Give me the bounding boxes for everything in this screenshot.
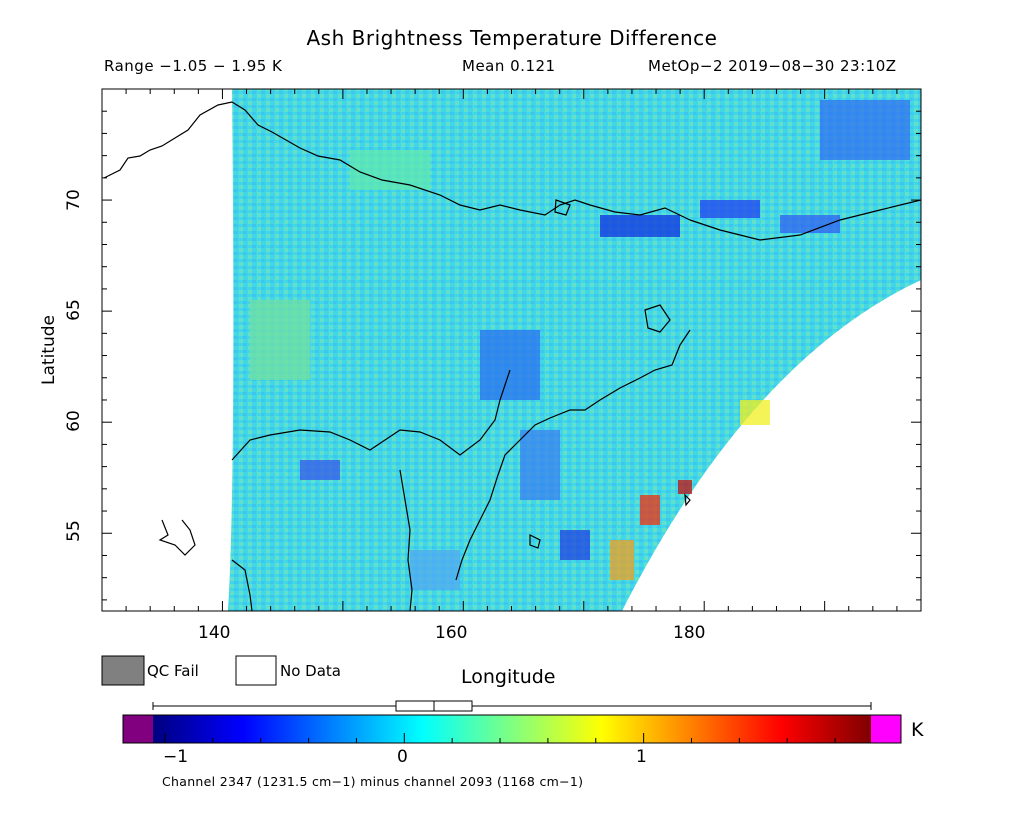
- satellite-time-label: MetOp−2 2019−08−30 23:10Z: [648, 57, 897, 75]
- signal-patch: [640, 495, 660, 525]
- ash-signal-patches: [250, 100, 910, 590]
- range-label: Range −1.05 − 1.95 K: [104, 57, 283, 75]
- channel-footnote: Channel 2347 (1231.5 cm−1) minus channel…: [162, 774, 584, 789]
- y-tick-70: 70: [63, 189, 84, 211]
- x-tick-180: 180: [673, 623, 706, 643]
- signal-patch: [350, 150, 430, 190]
- colorbar-under: [123, 715, 153, 743]
- data-swath: [228, 89, 921, 611]
- colorbar-tick-1: 1: [636, 747, 647, 767]
- mean-label: Mean 0.121: [462, 57, 556, 75]
- chart-title: Ash Brightness Temperature Difference: [306, 26, 718, 50]
- signal-patch: [560, 530, 590, 560]
- signal-patch: [610, 540, 634, 580]
- signal-patch: [780, 215, 840, 233]
- signal-patch: [678, 480, 692, 494]
- x-tick-160: 160: [435, 623, 468, 643]
- y-tick-55: 55: [63, 520, 84, 542]
- signal-patch: [250, 300, 310, 380]
- colorbar-tick-0: 0: [397, 747, 408, 767]
- signal-patch: [700, 200, 760, 218]
- coastlines: [103, 101, 921, 611]
- signal-patch: [740, 400, 770, 425]
- qc-fail-label: QC Fail: [147, 662, 199, 680]
- signal-patch: [600, 215, 680, 237]
- no-data-swatch: [235, 655, 277, 686]
- x-axis-label: Longitude: [461, 666, 556, 688]
- colorbar-tick-neg1: −1: [163, 747, 189, 767]
- x-tick-140: 140: [198, 623, 231, 643]
- y-tick-65: 65: [63, 299, 84, 321]
- signal-patch: [410, 550, 460, 590]
- colorbar-gradient: [153, 715, 871, 743]
- signal-patch: [520, 430, 560, 500]
- colorbar-over: [871, 715, 901, 743]
- colorbar-unit: K: [911, 719, 924, 741]
- colorbar-ticks: [164, 733, 836, 743]
- y-axis-label: Latitude: [38, 315, 59, 385]
- no-data-label: No Data: [280, 662, 341, 680]
- qc-fail-swatch: [101, 655, 145, 686]
- colorbar-frame: [122, 714, 902, 744]
- y-tick-60: 60: [63, 410, 84, 432]
- signal-patch: [480, 330, 540, 400]
- signal-patch: [300, 460, 340, 480]
- signal-patch: [820, 100, 910, 160]
- colorbar-stats-boxplot: [152, 700, 872, 712]
- axis-ticks: [102, 88, 922, 611]
